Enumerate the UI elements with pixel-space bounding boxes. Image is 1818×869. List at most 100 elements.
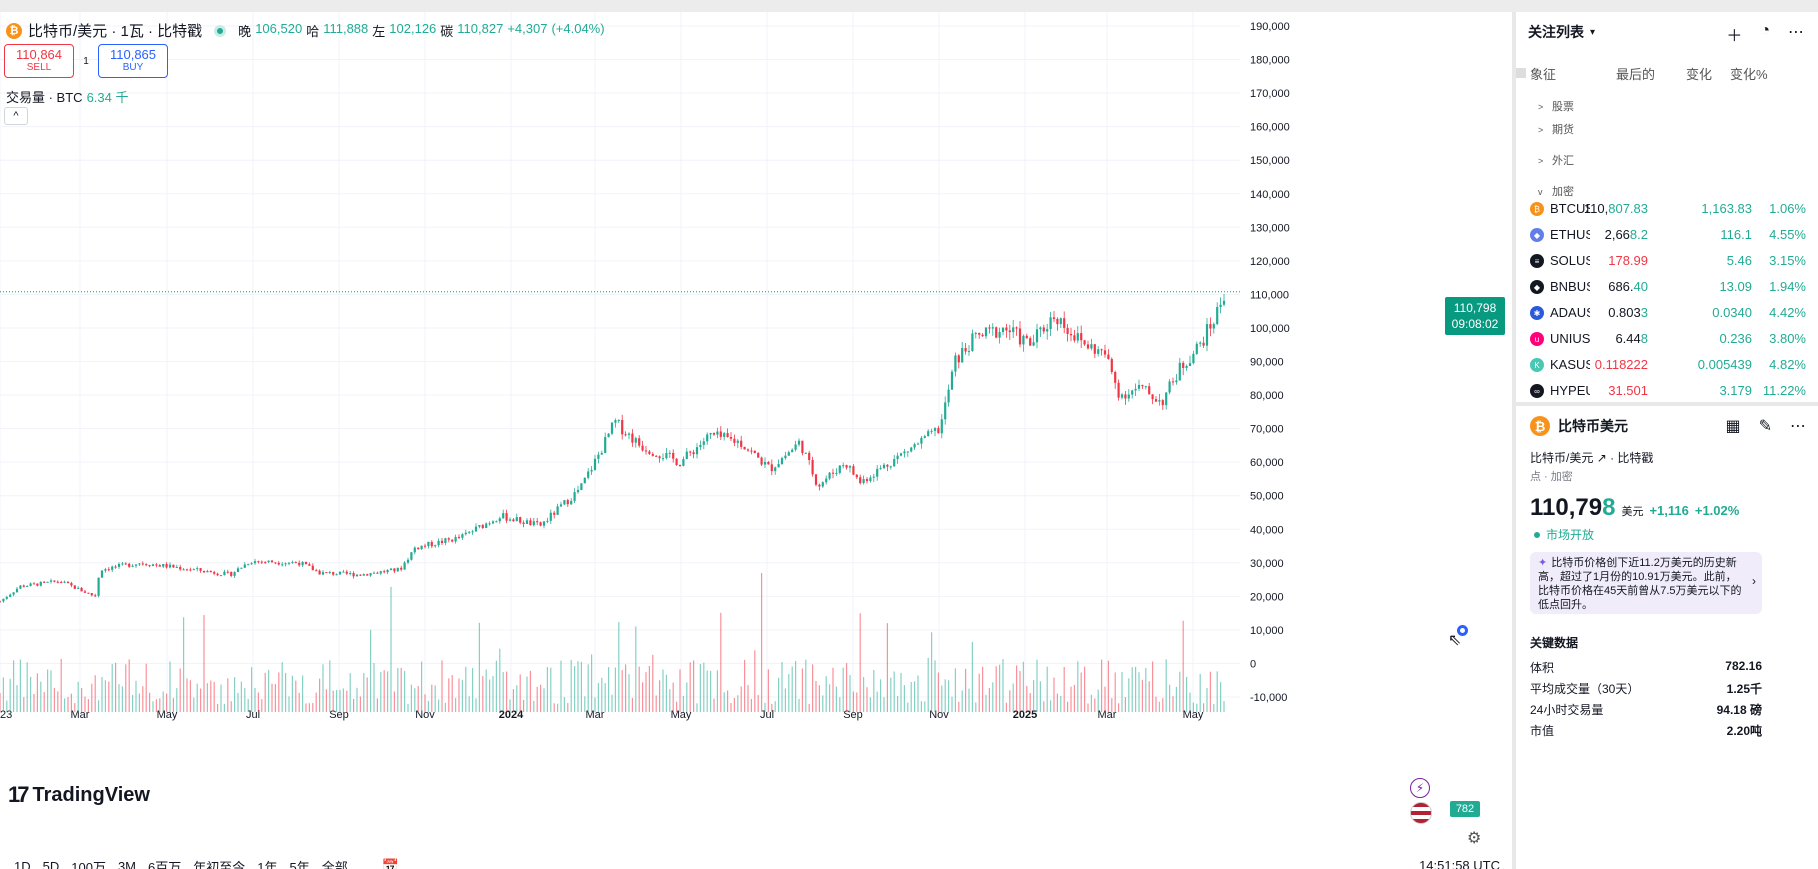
calendar-range-icon[interactable]: 📅 <box>381 858 400 869</box>
settings-gear-icon[interactable]: ⚙ <box>1467 830 1482 847</box>
watchlist-row-btcusd[interactable]: ₿ BTCUSD110,807.83 1,163.83 1.06% <box>1516 196 1818 222</box>
watchlist-row-adausd[interactable]: ✱ ADAUSD 0.8033 0.0340 4.42% <box>1516 300 1818 326</box>
price-axis-label[interactable]: 160,000 <box>1250 122 1290 134</box>
time-axis-label[interactable]: Jul <box>760 709 774 721</box>
price-axis-label[interactable]: 150,000 <box>1250 155 1290 167</box>
price-axis-label[interactable]: 0 <box>1250 658 1256 670</box>
candle-body <box>206 570 209 573</box>
watchlist-row-hypeusd[interactable]: ∞ HYPEUSD 31.501 3.179 11.22% <box>1516 378 1818 404</box>
more-options-icon[interactable]: ⋯ <box>1790 418 1806 435</box>
chevron-right-icon[interactable]: › <box>1752 574 1756 588</box>
price-axis-label[interactable]: 170,000 <box>1250 88 1290 100</box>
candle-body <box>644 450 648 452</box>
volume-label: 交易量 · BTC <box>6 90 83 105</box>
timeframe-6m[interactable]: 6百万 <box>148 860 182 869</box>
time-axis-label[interactable]: 2024 <box>499 709 524 721</box>
time-axis-label[interactable]: Nov <box>415 709 435 721</box>
utc-clock[interactable]: 14:51:58 UTC <box>1419 858 1500 869</box>
more-options-icon[interactable]: ⋯ <box>1788 24 1804 41</box>
us-flag-icon[interactable] <box>1410 802 1432 824</box>
price-axis-label[interactable]: 30,000 <box>1250 558 1284 570</box>
price-axis-label[interactable]: 180,000 <box>1250 55 1290 67</box>
timeframe-3m[interactable]: 3M <box>117 859 137 869</box>
time-axis-label[interactable]: Mar <box>71 709 90 721</box>
price-axis-label[interactable]: 120,000 <box>1250 256 1290 268</box>
price-axis-label[interactable]: 60,000 <box>1250 457 1284 469</box>
price-axis-label[interactable]: 20,000 <box>1250 591 1284 603</box>
section-futures[interactable]: > 期货 <box>1538 124 1574 136</box>
price-axis-label[interactable]: 40,000 <box>1250 524 1284 536</box>
time-axis-label[interactable]: Sep <box>329 709 349 721</box>
grid-layout-icon[interactable]: ▦ <box>1725 418 1741 435</box>
candle-body <box>1188 363 1192 367</box>
watchlist-row-ethusd[interactable]: ◆ ETHUSD 2,668.2 116.1 4.55% <box>1516 222 1818 248</box>
details-pair[interactable]: 比特币/美元 <box>1530 451 1594 465</box>
watchlist-title[interactable]: 关注列表 <box>1528 24 1584 40</box>
timeframe-ytd[interactable]: 年初至今 <box>193 860 246 869</box>
column-scroll-handle[interactable] <box>1516 68 1526 78</box>
timeframe-1m[interactable]: 100万 <box>71 860 106 869</box>
section-crypto[interactable]: v 加密 <box>1538 186 1574 198</box>
time-axis-label[interactable]: May <box>671 709 692 721</box>
close-value: 110,827 <box>457 21 504 36</box>
watchlist-row-solusd[interactable]: ≡ SOLUSD 178.99 5.46 3.15% <box>1516 248 1818 274</box>
col-change-pct[interactable]: 变化% <box>1730 67 1768 82</box>
external-link-icon[interactable]: ↗ <box>1596 451 1607 465</box>
col-last[interactable]: 最后的 <box>1616 67 1656 82</box>
price-axis-label[interactable]: 140,000 <box>1250 189 1290 201</box>
news-card[interactable]: ✦ 比特币价格创下近11.2万美元的历史新高，超过了1月份的10.91万美元。此前… <box>1530 552 1762 614</box>
chevron-down-icon[interactable]: ▾ <box>1590 26 1596 38</box>
price-axis-label[interactable]: 90,000 <box>1250 357 1284 369</box>
candle-body <box>274 562 277 564</box>
time-axis-label[interactable]: Mar <box>1098 709 1117 721</box>
price-axis-label[interactable]: -10,000 <box>1250 692 1287 704</box>
section-forex[interactable]: > 外汇 <box>1538 155 1574 167</box>
volume-legend[interactable]: 交易量 · BTC 6.34 千 <box>6 87 128 106</box>
time-axis-label[interactable]: Sep <box>843 709 863 721</box>
lightning-alert-icon[interactable]: ⚡ <box>1410 778 1430 798</box>
tradingview-logo-icon: 17 <box>8 782 30 807</box>
price-axis-label[interactable]: 110,000 <box>1250 289 1289 301</box>
add-symbol-icon[interactable]: ＋ <box>1726 28 1743 45</box>
price-axis-label[interactable]: 80,000 <box>1250 390 1284 402</box>
time-axis-label[interactable]: May <box>157 709 178 721</box>
pie-chart-icon[interactable]: ◔ <box>1760 22 1770 39</box>
time-axis-label[interactable]: May <box>1183 709 1204 721</box>
price-axis-label[interactable]: 130,000 <box>1250 222 1290 234</box>
watchlist-row-kasusd[interactable]: K KASUSD 0.118222 0.005439 4.82% <box>1516 352 1818 378</box>
details-exchange[interactable]: 比特戳 <box>1617 451 1654 465</box>
col-change[interactable]: 变化 <box>1686 67 1713 82</box>
symbol-title[interactable]: 比特币/美元 · 1瓦 · 比特戳 <box>28 23 203 40</box>
sell-button[interactable]: 110,864 SELL <box>4 44 74 78</box>
price-axis-label[interactable]: 10,000 <box>1250 625 1284 637</box>
price-axis-label[interactable]: 190,000 <box>1250 21 1290 33</box>
price-axis-label[interactable]: 70,000 <box>1250 424 1284 436</box>
timeframe-1y[interactable]: 1年 <box>257 860 278 869</box>
timeframe-5y[interactable]: 5年 <box>289 860 310 869</box>
timeframe-1d[interactable]: 1D <box>14 859 31 869</box>
volume-bar <box>125 664 127 712</box>
col-symbol[interactable]: 象征 <box>1530 67 1557 82</box>
details-symbol-name[interactable]: 比特币美元 <box>1558 418 1628 434</box>
tradingview-logo[interactable]: 17 TradingView <box>8 782 150 808</box>
volume-bar <box>448 678 450 712</box>
watchlist-row-bnbusd[interactable]: ◆ BNBUSD 686.40 13.09 1.94% <box>1516 274 1818 300</box>
buy-button[interactable]: 110,865 BUY <box>98 44 168 78</box>
time-axis-label[interactable]: 2025 <box>1013 709 1037 721</box>
timeframe-5d[interactable]: 5D <box>42 859 60 869</box>
edit-icon[interactable]: ✎ <box>1758 418 1772 435</box>
chart-area[interactable]: 190,000 180,000 170,000 160,000 150,000 140,0… <box>0 12 1512 869</box>
time-axis-label[interactable]: Nov <box>929 709 949 721</box>
timeframe-all[interactable]: 全部 <box>321 860 348 869</box>
price-chart[interactable]: 190,000 180,000 170,000 160,000 150,000 140,0… <box>0 12 1512 840</box>
watchlist-row-uniusd[interactable]: u UNIUSD 6.448 0.236 3.80% <box>1516 326 1818 352</box>
collapse-legend-button[interactable]: ^ <box>4 107 28 125</box>
price-axis-label[interactable]: 50,000 <box>1250 491 1284 503</box>
section-stocks[interactable]: > 股票 <box>1538 101 1574 113</box>
time-axis-label[interactable]: Jul <box>246 709 260 721</box>
price-axis-label[interactable]: 100,000 <box>1250 323 1290 335</box>
time-axis-label[interactable]: Mar <box>586 709 605 721</box>
close-label: 碳 <box>440 24 454 39</box>
panel-divider[interactable] <box>1516 402 1818 406</box>
